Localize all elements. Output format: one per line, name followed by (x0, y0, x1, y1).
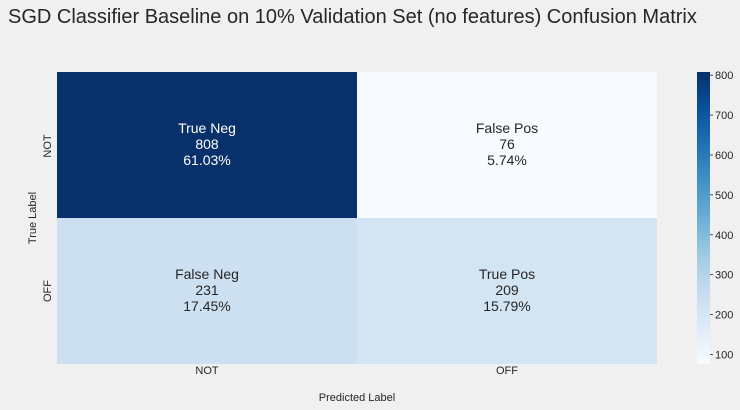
x-tick-label-off: OFF (496, 365, 518, 377)
y-tick-label-not: NOT (42, 134, 54, 158)
heatmap-cell (357, 218, 657, 364)
x-axis-label: Predicted Label (319, 392, 395, 404)
colorbar-tick-label: 200 (715, 310, 733, 322)
cell-percent-label: 17.45% (183, 298, 230, 314)
x-tick-label-not: NOT (195, 365, 219, 377)
cell-category-label: False Neg (175, 266, 239, 282)
colorbar-tick-label: 800 (715, 70, 733, 82)
heatmap-cell (357, 72, 657, 218)
colorbar-tick-label: 100 (715, 349, 733, 361)
cell-count-label: 209 (495, 282, 519, 298)
cell-percent-label: 61.03% (183, 152, 230, 168)
chart-title: SGD Classifier Baseline on 10% Validatio… (8, 6, 697, 28)
heatmap-cell (57, 72, 357, 218)
colorbar-tick-label: 400 (715, 230, 733, 242)
colorbar-ticks: 100 200 300 400 500 600 700 800 (710, 70, 733, 361)
y-axis-label: True Label (27, 192, 39, 244)
heatmap-cell (57, 218, 357, 364)
colorbar-tick-label: 700 (715, 110, 733, 122)
colorbar-tick-label: 600 (715, 150, 733, 162)
cell-count-label: 808 (195, 136, 219, 152)
y-tick-label-off: OFF (42, 280, 54, 302)
cell-category-label: False Pos (476, 120, 538, 136)
colorbar-tick-label: 500 (715, 190, 733, 202)
cell-count-label: 76 (499, 136, 515, 152)
colorbar-tick-label: 300 (715, 270, 733, 282)
colorbar (697, 72, 710, 364)
cell-category-label: True Pos (479, 266, 535, 282)
cell-count-label: 231 (195, 282, 219, 298)
cell-percent-label: 15.79% (483, 298, 530, 314)
cell-percent-label: 5.74% (487, 152, 527, 168)
cell-category-label: True Neg (178, 120, 236, 136)
